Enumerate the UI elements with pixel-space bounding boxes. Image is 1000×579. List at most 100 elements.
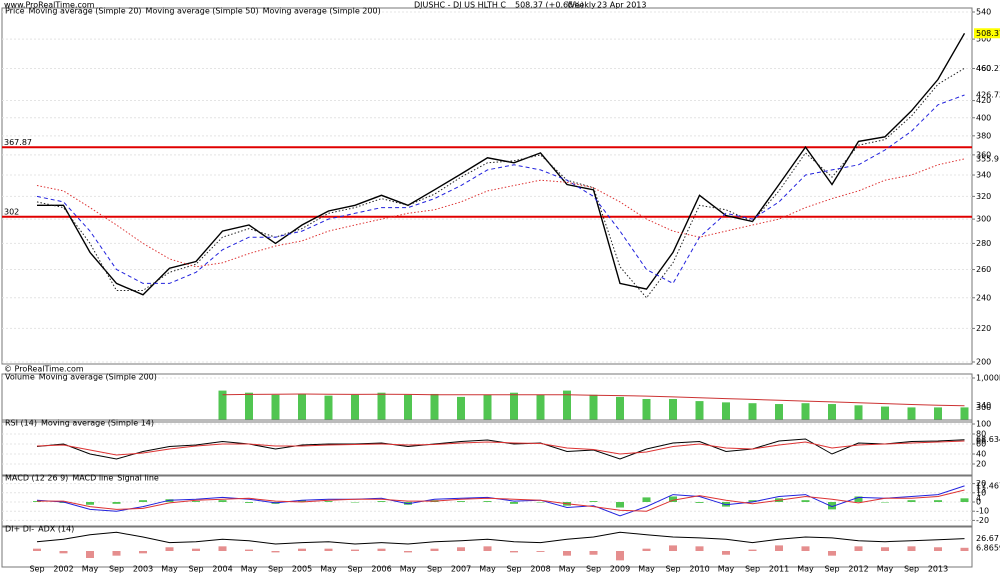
x-tick-label: May	[877, 565, 894, 574]
bar	[271, 394, 280, 420]
y-tick-label: 340	[976, 171, 991, 180]
bar	[934, 407, 942, 420]
x-tick-label: Sep	[188, 565, 203, 574]
bar	[801, 403, 810, 420]
bar	[801, 500, 810, 502]
x-tick-label: Sep	[506, 565, 521, 574]
bar	[218, 500, 227, 502]
bar	[59, 551, 68, 554]
bar	[589, 551, 598, 555]
y-tick-label: 60	[976, 440, 986, 449]
x-tick-label: Sep	[268, 565, 283, 574]
legend-entry: Moving average (Simple 20)	[29, 7, 142, 16]
legend-entry: Price	[5, 7, 25, 16]
bar	[669, 399, 677, 420]
x-tick-label: 2002	[53, 565, 73, 574]
bar	[907, 407, 916, 420]
bar	[642, 548, 651, 551]
series-line	[36, 440, 965, 456]
bar	[139, 500, 147, 502]
x-tick-label: May	[797, 565, 814, 574]
legend-entry: ADX (14)	[38, 525, 74, 534]
bar	[351, 502, 359, 503]
x-tick-label: 2012	[848, 565, 868, 574]
bar	[510, 502, 518, 504]
x-tick-label: Sep	[586, 565, 601, 574]
bar	[828, 502, 836, 510]
bar	[801, 546, 810, 551]
legend-entry: Signal line	[117, 474, 159, 483]
legend-entry: MACD line	[72, 474, 113, 483]
bar	[907, 500, 916, 502]
bar	[854, 405, 863, 420]
x-tick-label: 2003	[133, 565, 153, 574]
bar	[457, 396, 465, 420]
last-value-box	[974, 28, 1000, 39]
bar	[483, 501, 492, 502]
bar	[457, 547, 465, 551]
x-tick-label: May	[479, 565, 496, 574]
x-tick-label: 2007	[451, 565, 471, 574]
bar	[483, 394, 492, 420]
last-value-label: 26.67	[976, 534, 999, 543]
bar	[563, 390, 571, 420]
bar	[218, 546, 227, 551]
y-tick-label: 460	[976, 64, 991, 73]
price: 508.37 (+0.65%)	[515, 1, 584, 10]
y-tick-label: 300	[976, 215, 991, 224]
x-tick-label: May	[638, 565, 655, 574]
y-tick-label: -10	[976, 507, 989, 516]
bar	[86, 551, 94, 558]
bar	[430, 393, 439, 420]
bar	[271, 551, 280, 553]
bar	[510, 551, 518, 553]
x-tick-label: 2011	[769, 565, 789, 574]
bar	[298, 393, 306, 420]
bar	[960, 407, 969, 420]
series-line	[36, 531, 965, 545]
bar	[960, 547, 969, 551]
x-tick-label: May	[241, 565, 258, 574]
bar	[616, 502, 624, 508]
bar	[245, 392, 253, 420]
site-name: www.ProRealTime.com	[4, 1, 95, 10]
last-value-label: 13	[976, 486, 986, 495]
x-tick-label: Sep	[904, 565, 919, 574]
period: Weekly	[567, 1, 596, 10]
x-tick-label: May	[718, 565, 735, 574]
last-value-label: 4	[976, 494, 981, 503]
bar	[563, 551, 571, 556]
bar	[881, 406, 889, 420]
y-tick-label: 320	[976, 192, 991, 201]
bar	[324, 395, 333, 420]
x-tick-label: Sep	[665, 565, 680, 574]
bar	[430, 548, 439, 551]
bar	[934, 500, 942, 502]
panel-frame	[1, 7, 973, 365]
panel-frame	[1, 474, 973, 528]
bar	[642, 399, 651, 420]
bar	[854, 496, 863, 502]
bar	[669, 496, 677, 502]
bar	[377, 501, 386, 502]
bar	[112, 502, 121, 504]
bar	[377, 392, 386, 420]
x-tick-label: 2004	[212, 565, 232, 574]
bar	[139, 551, 147, 554]
series-line	[37, 489, 965, 512]
x-tick-label: May	[161, 565, 178, 574]
bar	[218, 390, 227, 420]
series-line	[37, 32, 966, 296]
bar	[589, 394, 598, 420]
x-tick-label: 2005	[292, 565, 312, 574]
x-tick-label: 2008	[530, 565, 550, 574]
bar	[86, 502, 94, 505]
bar	[483, 546, 492, 551]
level-label: 302	[4, 207, 19, 216]
bar	[642, 497, 651, 502]
bar	[748, 500, 757, 502]
x-tick-label: 2010	[689, 565, 709, 574]
panel-frame	[1, 419, 973, 477]
bar	[722, 402, 730, 420]
